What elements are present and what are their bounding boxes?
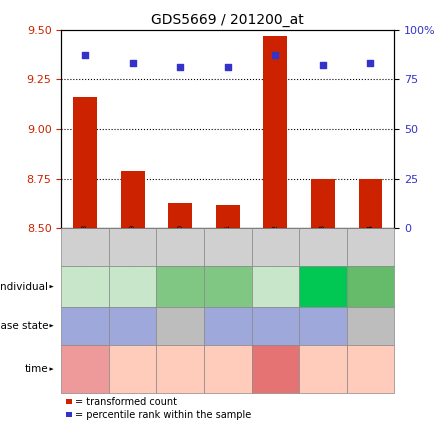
- Text: 92.07
months
survival: 92.07 months survival: [72, 359, 98, 379]
- Text: disease state: disease state: [0, 321, 48, 331]
- Text: GSM1306842: GSM1306842: [272, 224, 278, 271]
- Bar: [263, 36, 287, 228]
- Bar: [359, 179, 382, 228]
- Text: Classical
GBM: Classical GBM: [166, 319, 195, 332]
- Text: Proneural
GBM: Proneural GBM: [117, 319, 148, 332]
- Text: GSM1306839: GSM1306839: [130, 224, 136, 271]
- Text: GSM1306840: GSM1306840: [177, 224, 183, 271]
- Text: Neural
GBM: Neural GBM: [265, 319, 286, 332]
- Text: Neural
GBM: Neural GBM: [74, 319, 96, 332]
- Text: Mesench
ymal GBM: Mesench ymal GBM: [306, 319, 340, 332]
- Text: Proneural
GBM: Proneural GBM: [212, 319, 244, 332]
- Bar: [121, 171, 145, 228]
- Polygon shape: [49, 324, 54, 327]
- Text: MSKCC
LTS 203: MSKCC LTS 203: [166, 280, 194, 293]
- Title: GDS5669 / 201200_at: GDS5669 / 201200_at: [152, 13, 304, 27]
- Point: [81, 52, 88, 59]
- Point: [319, 62, 326, 69]
- Text: 62.50
months
survival: 62.50 months survival: [357, 359, 383, 379]
- Text: GSM1306838: GSM1306838: [82, 224, 88, 271]
- Text: GSM1306843: GSM1306843: [320, 224, 326, 271]
- Text: 58.57
months
survival: 58.57 months survival: [215, 359, 241, 379]
- Text: time: time: [25, 364, 48, 374]
- Bar: [168, 203, 192, 228]
- Point: [129, 60, 136, 67]
- Bar: [216, 205, 240, 228]
- Text: 64.30
months
survival: 64.30 months survival: [310, 359, 336, 379]
- Text: 138.30
months
survival: 138.30 months survival: [262, 359, 288, 379]
- Text: 62.20
months
survival: 62.20 months survival: [167, 359, 193, 379]
- Text: Classical
GBM: Classical GBM: [356, 319, 385, 332]
- Text: MSKCC
LTS 209: MSKCC LTS 209: [357, 280, 385, 293]
- Text: MSKCC
LTS 201: MSKCC LTS 201: [71, 280, 99, 293]
- Text: individual: individual: [0, 282, 48, 291]
- Polygon shape: [49, 285, 54, 288]
- Text: = percentile rank within the sample: = percentile rank within the sample: [75, 410, 251, 420]
- Text: MSKCC
LTS 208: MSKCC LTS 208: [309, 280, 337, 293]
- Bar: [73, 97, 97, 228]
- Text: MSKCC
LTS 205: MSKCC LTS 205: [214, 280, 242, 293]
- Point: [177, 64, 184, 71]
- Bar: [311, 179, 335, 228]
- Point: [367, 60, 374, 67]
- Text: MSKCC
LTS 202: MSKCC LTS 202: [119, 280, 147, 293]
- Text: GSM1306844: GSM1306844: [367, 224, 374, 271]
- Text: GSM1306841: GSM1306841: [225, 224, 231, 271]
- Point: [224, 64, 231, 71]
- Polygon shape: [49, 367, 54, 371]
- Text: 50.60
months
survival: 50.60 months survival: [120, 359, 146, 379]
- Text: MSKCC
LTS 207: MSKCC LTS 207: [261, 280, 290, 293]
- Point: [272, 52, 279, 59]
- Text: = transformed count: = transformed count: [75, 397, 177, 407]
